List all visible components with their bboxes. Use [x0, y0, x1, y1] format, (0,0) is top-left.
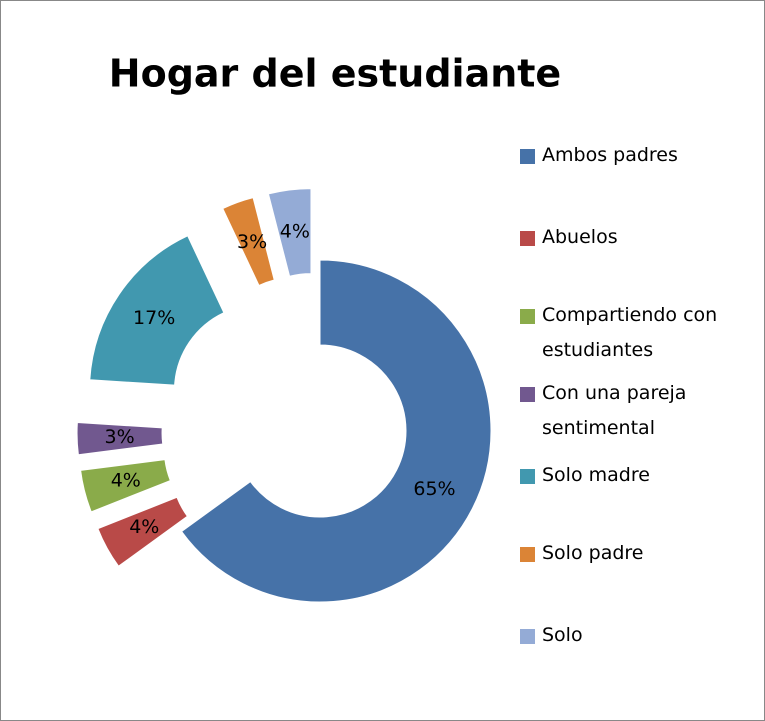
- donut-slice: [80, 459, 171, 513]
- legend-swatch: [520, 469, 535, 484]
- legend-label: Ambos padres: [542, 144, 678, 166]
- data-label: 4%: [111, 469, 141, 491]
- legend-swatch: [520, 547, 535, 562]
- legend-item: Solo madre: [520, 458, 757, 493]
- donut-slice: [76, 421, 164, 456]
- legend-swatch: [520, 387, 535, 402]
- legend-item: Con una pareja sentimental: [520, 376, 757, 446]
- legend-label: Solo: [542, 624, 583, 646]
- legend-label: Compartiendo con estudiantes: [542, 304, 718, 361]
- donut-slice: [222, 197, 275, 287]
- legend-item: Abuelos: [520, 220, 757, 255]
- data-label: 17%: [133, 307, 175, 329]
- donut-slice: [97, 496, 189, 567]
- legend-item: Compartiendo con estudiantes: [520, 298, 757, 368]
- legend-item: Solo: [520, 618, 757, 653]
- legend-label: Abuelos: [542, 226, 618, 248]
- legend-swatch: [520, 309, 535, 324]
- donut-slice: [89, 235, 225, 386]
- donut-slice: [267, 188, 312, 277]
- donut-slice: [180, 259, 492, 603]
- chart-title: Hogar del estudiante: [109, 52, 561, 96]
- data-label: 65%: [413, 478, 455, 500]
- data-label: 4%: [280, 221, 310, 243]
- legend-item: Solo padre: [520, 536, 757, 571]
- legend-swatch: [520, 149, 535, 164]
- legend-label: Solo padre: [542, 542, 644, 564]
- data-label: 4%: [129, 516, 159, 538]
- legend-swatch: [520, 629, 535, 644]
- legend-label: Con una pareja sentimental: [542, 382, 687, 439]
- legend-swatch: [520, 231, 535, 246]
- legend-label: Solo madre: [542, 464, 650, 486]
- legend-item: Ambos padres: [520, 138, 757, 173]
- data-label: 3%: [105, 426, 135, 448]
- data-label: 3%: [237, 231, 267, 253]
